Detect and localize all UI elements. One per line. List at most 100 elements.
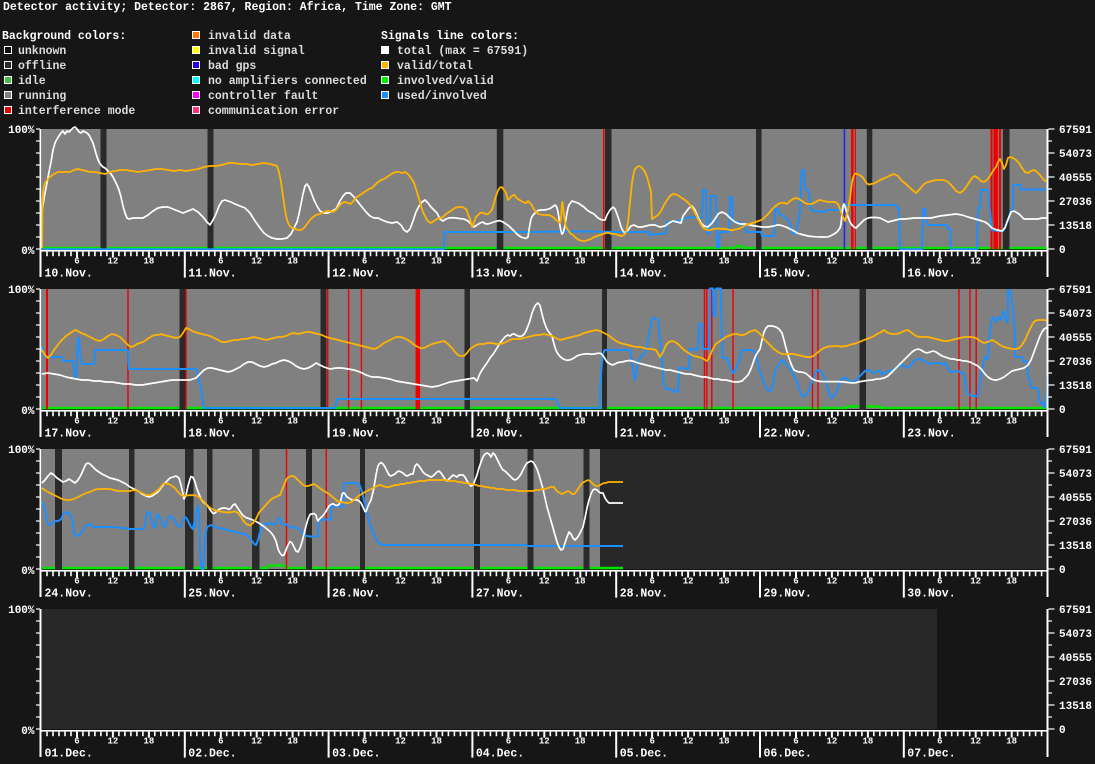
svg-text:18: 18 bbox=[575, 257, 586, 267]
svg-text:12: 12 bbox=[970, 737, 981, 747]
svg-text:18: 18 bbox=[575, 577, 586, 587]
svg-text:6: 6 bbox=[937, 417, 942, 427]
svg-text:12: 12 bbox=[107, 577, 118, 587]
svg-text:0: 0 bbox=[1059, 245, 1066, 257]
svg-text:6: 6 bbox=[506, 257, 511, 267]
svg-text:6: 6 bbox=[74, 737, 79, 747]
svg-text:12: 12 bbox=[970, 577, 981, 587]
svg-text:06.Dec.: 06.Dec. bbox=[764, 748, 812, 761]
svg-text:18: 18 bbox=[719, 417, 730, 427]
svg-text:12: 12 bbox=[683, 417, 694, 427]
svg-text:13.Nov.: 13.Nov. bbox=[476, 268, 524, 281]
svg-text:12: 12 bbox=[826, 257, 837, 267]
svg-text:18: 18 bbox=[431, 417, 442, 427]
svg-text:18: 18 bbox=[1006, 417, 1017, 427]
svg-text:0%: 0% bbox=[21, 566, 35, 578]
svg-text:18: 18 bbox=[287, 577, 298, 587]
svg-text:6: 6 bbox=[218, 737, 223, 747]
svg-text:07.Dec.: 07.Dec. bbox=[907, 748, 955, 761]
svg-text:18: 18 bbox=[287, 417, 298, 427]
svg-text:18: 18 bbox=[143, 257, 154, 267]
svg-text:54073: 54073 bbox=[1059, 469, 1092, 481]
svg-text:67591: 67591 bbox=[1059, 285, 1092, 297]
svg-text:12: 12 bbox=[251, 577, 262, 587]
svg-text:6: 6 bbox=[74, 417, 79, 427]
svg-text:6: 6 bbox=[218, 417, 223, 427]
svg-text:54073: 54073 bbox=[1059, 629, 1092, 641]
svg-text:6: 6 bbox=[218, 257, 223, 267]
svg-text:6: 6 bbox=[793, 737, 798, 747]
svg-text:40555: 40555 bbox=[1059, 173, 1092, 185]
svg-text:18: 18 bbox=[143, 577, 154, 587]
svg-text:100%: 100% bbox=[8, 605, 35, 617]
svg-text:25.Nov.: 25.Nov. bbox=[188, 588, 236, 601]
svg-text:6: 6 bbox=[362, 257, 367, 267]
svg-text:12: 12 bbox=[826, 737, 837, 747]
svg-text:19.Nov.: 19.Nov. bbox=[332, 428, 380, 441]
svg-text:6: 6 bbox=[506, 577, 511, 587]
svg-text:6: 6 bbox=[937, 737, 942, 747]
svg-text:0: 0 bbox=[1059, 725, 1066, 737]
svg-text:12: 12 bbox=[683, 577, 694, 587]
svg-text:12: 12 bbox=[107, 737, 118, 747]
svg-text:01.Dec.: 01.Dec. bbox=[45, 748, 93, 761]
svg-text:18: 18 bbox=[287, 737, 298, 747]
svg-text:54073: 54073 bbox=[1059, 149, 1092, 161]
svg-text:54073: 54073 bbox=[1059, 309, 1092, 321]
svg-text:17.Nov.: 17.Nov. bbox=[45, 428, 93, 441]
svg-text:6: 6 bbox=[506, 417, 511, 427]
svg-text:6: 6 bbox=[649, 257, 654, 267]
svg-text:12: 12 bbox=[251, 257, 262, 267]
svg-text:18: 18 bbox=[575, 417, 586, 427]
svg-text:12: 12 bbox=[539, 417, 550, 427]
svg-text:20.Nov.: 20.Nov. bbox=[476, 428, 524, 441]
svg-text:18: 18 bbox=[862, 257, 873, 267]
svg-text:12: 12 bbox=[683, 257, 694, 267]
svg-text:13518: 13518 bbox=[1059, 381, 1092, 393]
svg-text:11.Nov.: 11.Nov. bbox=[188, 268, 236, 281]
svg-text:15.Nov.: 15.Nov. bbox=[764, 268, 812, 281]
svg-text:18: 18 bbox=[719, 577, 730, 587]
svg-text:100%: 100% bbox=[8, 285, 35, 297]
svg-text:12: 12 bbox=[395, 257, 406, 267]
svg-text:12: 12 bbox=[251, 417, 262, 427]
svg-text:12: 12 bbox=[683, 737, 694, 747]
svg-text:0: 0 bbox=[1059, 565, 1066, 577]
svg-text:18: 18 bbox=[431, 257, 442, 267]
svg-text:6: 6 bbox=[649, 737, 654, 747]
svg-text:6: 6 bbox=[793, 257, 798, 267]
svg-text:21.Nov.: 21.Nov. bbox=[620, 428, 668, 441]
svg-text:40555: 40555 bbox=[1059, 653, 1092, 665]
svg-text:100%: 100% bbox=[8, 125, 35, 137]
svg-text:6: 6 bbox=[362, 577, 367, 587]
svg-text:12: 12 bbox=[539, 737, 550, 747]
svg-text:18: 18 bbox=[719, 737, 730, 747]
svg-text:18: 18 bbox=[1006, 737, 1017, 747]
svg-text:12: 12 bbox=[395, 737, 406, 747]
svg-text:27036: 27036 bbox=[1059, 677, 1092, 689]
svg-text:6: 6 bbox=[74, 257, 79, 267]
svg-text:18: 18 bbox=[287, 257, 298, 267]
svg-text:18: 18 bbox=[575, 737, 586, 747]
svg-text:02.Dec.: 02.Dec. bbox=[188, 748, 236, 761]
svg-text:27036: 27036 bbox=[1059, 517, 1092, 529]
svg-text:12: 12 bbox=[395, 577, 406, 587]
svg-text:6: 6 bbox=[793, 417, 798, 427]
svg-text:12: 12 bbox=[826, 577, 837, 587]
svg-text:12.Nov.: 12.Nov. bbox=[332, 268, 380, 281]
svg-text:28.Nov.: 28.Nov. bbox=[620, 588, 668, 601]
svg-text:03.Dec.: 03.Dec. bbox=[332, 748, 380, 761]
svg-text:13518: 13518 bbox=[1059, 541, 1092, 553]
svg-text:67591: 67591 bbox=[1059, 125, 1092, 137]
svg-text:18: 18 bbox=[1006, 257, 1017, 267]
svg-text:13518: 13518 bbox=[1059, 701, 1092, 713]
svg-text:6: 6 bbox=[793, 577, 798, 587]
svg-text:26.Nov.: 26.Nov. bbox=[332, 588, 380, 601]
svg-text:12: 12 bbox=[251, 737, 262, 747]
svg-text:18: 18 bbox=[862, 737, 873, 747]
svg-text:18: 18 bbox=[862, 577, 873, 587]
svg-text:6: 6 bbox=[937, 577, 942, 587]
svg-text:23.Nov.: 23.Nov. bbox=[907, 428, 955, 441]
svg-text:12: 12 bbox=[826, 417, 837, 427]
svg-text:18: 18 bbox=[719, 257, 730, 267]
